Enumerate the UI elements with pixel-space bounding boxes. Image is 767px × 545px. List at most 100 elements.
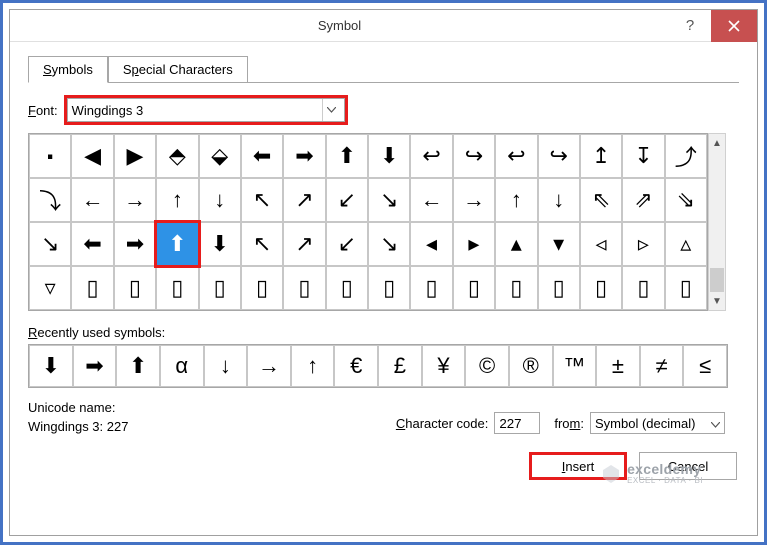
charcode-input[interactable] xyxy=(494,412,540,434)
help-button[interactable]: ? xyxy=(669,10,711,42)
recent-symbol-cell[interactable]: ™ xyxy=(553,345,597,387)
scroll-track[interactable] xyxy=(709,152,725,292)
titlebar: Symbol ? xyxy=(10,10,757,42)
symbol-cell[interactable]: ⬝ xyxy=(29,134,71,178)
symbol-cell[interactable]: ← xyxy=(410,178,452,222)
symbol-cell[interactable]: ↙ xyxy=(326,222,368,266)
symbol-cell[interactable]: ▾ xyxy=(538,222,580,266)
recent-symbol-cell[interactable]: ± xyxy=(596,345,640,387)
symbol-cell[interactable]: ⇘ xyxy=(665,178,707,222)
symbol-dialog: Symbol ? Symbols Special Characters Font… xyxy=(9,9,758,536)
symbol-cell[interactable]: ↓ xyxy=(538,178,580,222)
recent-symbol-cell[interactable]: ≠ xyxy=(640,345,684,387)
symbol-cell[interactable]: ▹ xyxy=(622,222,664,266)
symbol-cell[interactable]: ↖ xyxy=(241,178,283,222)
symbol-cell[interactable]: ↩ xyxy=(410,134,452,178)
chevron-down-icon[interactable] xyxy=(711,416,720,431)
symbol-cell[interactable]: ⤵ xyxy=(29,178,71,222)
symbol-cell[interactable]: ⬇ xyxy=(368,134,410,178)
symbol-cell[interactable]: ⇖ xyxy=(580,178,622,222)
scroll-up-icon[interactable]: ▲ xyxy=(709,134,725,152)
scrollbar[interactable]: ▲ ▼ xyxy=(708,133,726,311)
symbol-cell[interactable]: ▯ xyxy=(114,266,156,310)
symbol-cell[interactable]: ↗ xyxy=(283,178,325,222)
symbol-cell[interactable]: ⬆ xyxy=(326,134,368,178)
recent-symbol-cell[interactable]: ¥ xyxy=(422,345,466,387)
scroll-down-icon[interactable]: ▼ xyxy=(709,292,725,310)
symbol-cell[interactable]: ↑ xyxy=(495,178,537,222)
symbol-cell[interactable]: ▯ xyxy=(622,266,664,310)
recent-symbol-cell[interactable]: α xyxy=(160,345,204,387)
symbol-cell[interactable]: ⬙ xyxy=(199,134,241,178)
symbol-cell[interactable]: ➡ xyxy=(283,134,325,178)
symbol-cell[interactable]: ↙ xyxy=(326,178,368,222)
symbol-cell[interactable]: ▯ xyxy=(156,266,198,310)
symbol-cell[interactable]: ▯ xyxy=(538,266,580,310)
symbol-cell[interactable]: ▯ xyxy=(495,266,537,310)
symbol-cell[interactable]: ▯ xyxy=(410,266,452,310)
recent-symbol-cell[interactable]: ➡ xyxy=(73,345,117,387)
tab-symbols[interactable]: Symbols xyxy=(28,56,108,83)
from-select[interactable]: Symbol (decimal) xyxy=(590,412,725,434)
symbol-cell[interactable]: ⬅ xyxy=(241,134,283,178)
symbol-cell[interactable]: ▶ xyxy=(114,134,156,178)
cancel-button[interactable]: Cancel xyxy=(639,452,737,480)
tab-special-characters[interactable]: Special Characters xyxy=(108,56,248,82)
symbol-cell[interactable]: ↘ xyxy=(368,178,410,222)
insert-button[interactable]: Insert xyxy=(529,452,627,480)
symbol-cell[interactable]: ↗ xyxy=(283,222,325,266)
symbol-cell[interactable]: ↘ xyxy=(29,222,71,266)
recent-symbol-cell[interactable]: ≤ xyxy=(683,345,727,387)
symbol-cell[interactable]: ➡ xyxy=(114,222,156,266)
unicode-name-value: Wingdings 3: 227 xyxy=(28,419,396,434)
symbol-cell-selected[interactable]: ⬆ xyxy=(156,222,198,266)
symbol-cell[interactable]: ← xyxy=(71,178,113,222)
close-button[interactable] xyxy=(711,10,757,42)
symbol-cell[interactable]: ▴ xyxy=(495,222,537,266)
symbol-cell[interactable]: ▯ xyxy=(665,266,707,310)
symbol-cell[interactable]: ↪ xyxy=(453,134,495,178)
recent-symbol-cell[interactable]: £ xyxy=(378,345,422,387)
symbol-cell[interactable]: ▯ xyxy=(453,266,495,310)
symbol-cell[interactable]: ⬅ xyxy=(71,222,113,266)
symbol-cell[interactable]: ▵ xyxy=(665,222,707,266)
symbol-cell[interactable]: ◂ xyxy=(410,222,452,266)
symbol-cell[interactable]: ▯ xyxy=(71,266,113,310)
recent-symbol-cell[interactable]: ⬇ xyxy=(29,345,73,387)
symbol-cell[interactable]: ↩ xyxy=(495,134,537,178)
symbol-cell[interactable]: → xyxy=(114,178,156,222)
symbol-cell[interactable]: ▯ xyxy=(368,266,410,310)
recent-symbol-cell[interactable]: ⬆ xyxy=(116,345,160,387)
symbol-cell[interactable]: ▯ xyxy=(241,266,283,310)
recent-symbol-cell[interactable]: → xyxy=(247,345,291,387)
recent-symbol-cell[interactable]: ® xyxy=(509,345,553,387)
symbol-cell[interactable]: ◃ xyxy=(580,222,622,266)
recent-symbol-cell[interactable]: € xyxy=(334,345,378,387)
symbol-cell[interactable]: → xyxy=(453,178,495,222)
symbol-cell[interactable]: ↓ xyxy=(199,178,241,222)
font-select[interactable]: Wingdings 3 xyxy=(67,98,345,122)
symbol-cell[interactable]: ↑ xyxy=(156,178,198,222)
recent-symbol-cell[interactable]: © xyxy=(465,345,509,387)
recent-symbol-cell[interactable]: ↑ xyxy=(291,345,335,387)
scroll-thumb[interactable] xyxy=(710,268,724,292)
symbol-cell[interactable]: ▯ xyxy=(199,266,241,310)
symbol-cell[interactable]: ⤴ xyxy=(665,134,707,178)
symbol-cell[interactable]: ▯ xyxy=(326,266,368,310)
symbol-cell[interactable]: ↘ xyxy=(368,222,410,266)
font-select-highlight: Wingdings 3 xyxy=(64,95,348,125)
symbol-cell[interactable]: ▯ xyxy=(283,266,325,310)
symbol-cell[interactable]: ↥ xyxy=(580,134,622,178)
chevron-down-icon[interactable] xyxy=(322,99,340,121)
symbol-cell[interactable]: ↖ xyxy=(241,222,283,266)
symbol-cell[interactable]: ⇗ xyxy=(622,178,664,222)
symbol-cell[interactable]: ▯ xyxy=(580,266,622,310)
recent-symbol-cell[interactable]: ↓ xyxy=(204,345,248,387)
symbol-cell[interactable]: ◀ xyxy=(71,134,113,178)
symbol-cell[interactable]: ⬘ xyxy=(156,134,198,178)
symbol-cell[interactable]: ↪ xyxy=(538,134,580,178)
symbol-cell[interactable]: ↧ xyxy=(622,134,664,178)
symbol-cell[interactable]: ⬇ xyxy=(199,222,241,266)
symbol-cell[interactable]: ▿ xyxy=(29,266,71,310)
symbol-cell[interactable]: ▸ xyxy=(453,222,495,266)
